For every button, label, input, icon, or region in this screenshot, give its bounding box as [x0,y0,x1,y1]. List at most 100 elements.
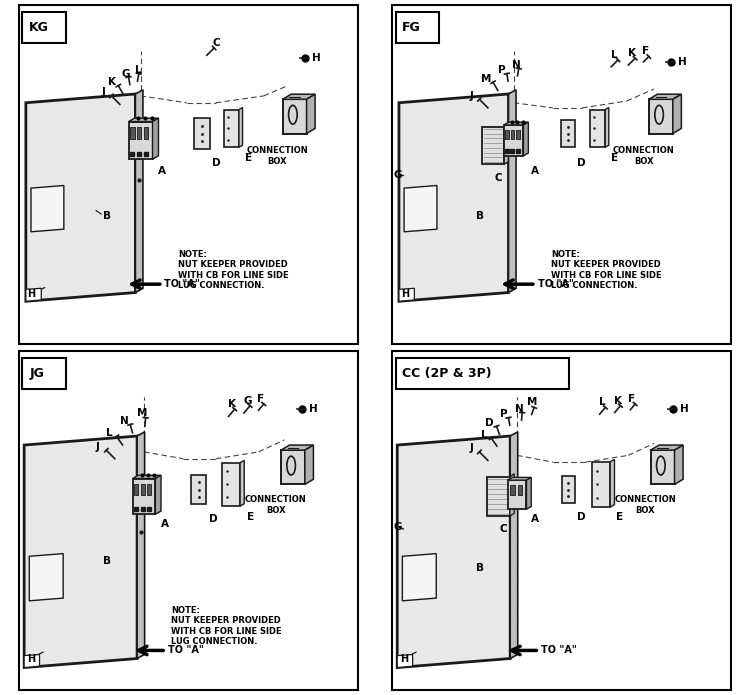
Text: CONNECTION
BOX: CONNECTION BOX [614,496,676,515]
Polygon shape [155,475,161,514]
Polygon shape [31,186,64,232]
Text: H: H [309,404,318,414]
Text: H: H [680,404,688,414]
Polygon shape [504,124,509,164]
Polygon shape [510,474,515,516]
Text: K: K [108,77,116,87]
Text: P: P [500,409,508,419]
Polygon shape [26,94,136,302]
Polygon shape [194,118,210,149]
Text: JG: JG [29,367,44,379]
Bar [395,12,439,43]
Text: NOTE:
NUT KEEPER PROVIDED
WITH CB FOR LINE SIDE
LUG CONNECTION.: NOTE: NUT KEEPER PROVIDED WITH CB FOR LI… [178,250,289,290]
Polygon shape [26,288,41,302]
Text: H: H [28,289,36,300]
Text: H: H [27,654,35,664]
Text: D: D [577,512,586,522]
Polygon shape [24,436,137,668]
Text: A: A [532,514,539,523]
Polygon shape [526,477,531,509]
Text: E: E [611,152,618,163]
Bar [22,358,65,389]
Text: B: B [476,211,484,221]
Polygon shape [130,127,134,138]
Text: N: N [512,60,520,70]
Polygon shape [518,485,522,495]
Polygon shape [281,445,314,450]
Polygon shape [283,99,307,133]
Text: K: K [228,399,236,409]
Polygon shape [649,99,673,133]
Text: M: M [481,74,491,84]
Polygon shape [649,95,681,99]
Polygon shape [482,126,504,164]
Text: TO "A": TO "A" [538,279,574,289]
Text: L: L [598,398,605,407]
Polygon shape [152,118,158,159]
Text: K: K [614,395,622,406]
Polygon shape [143,127,148,138]
Text: D: D [209,514,218,523]
Text: J: J [101,88,105,97]
Text: F: F [642,47,649,56]
Polygon shape [140,484,145,495]
Polygon shape [508,477,531,480]
Polygon shape [402,554,436,600]
Text: F: F [257,394,264,404]
Polygon shape [605,108,609,147]
Polygon shape [650,450,674,484]
Polygon shape [133,475,161,479]
Polygon shape [511,129,514,139]
Polygon shape [524,122,528,156]
Text: CONNECTION
BOX: CONNECTION BOX [613,146,674,165]
Text: D: D [484,418,494,428]
Text: NOTE:
NUT KEEPER PROVIDED
WITH CB FOR LINE SIDE
LUG CONNECTION.: NOTE: NUT KEEPER PROVIDED WITH CB FOR LI… [171,606,282,646]
Text: M: M [527,398,538,407]
Text: M: M [137,407,148,418]
Text: H: H [400,289,409,300]
Text: KG: KG [29,21,50,34]
Text: A: A [161,518,169,529]
Bar [22,12,65,43]
Text: G: G [243,395,252,406]
Text: J: J [469,443,473,453]
Polygon shape [504,125,524,156]
Polygon shape [399,288,414,302]
Text: K: K [628,48,636,58]
Text: E: E [245,152,252,163]
Polygon shape [137,432,145,659]
Text: A: A [531,166,538,177]
Text: L: L [136,65,142,75]
Polygon shape [283,95,315,99]
Polygon shape [191,475,206,504]
Text: N: N [120,416,129,426]
Polygon shape [590,110,605,147]
Text: H: H [400,654,408,664]
Text: G: G [393,170,402,179]
Polygon shape [510,485,515,495]
Text: H: H [312,54,320,63]
Text: L: L [481,430,488,440]
Polygon shape [307,95,315,133]
Text: A: A [158,166,166,177]
Polygon shape [399,94,508,302]
Text: D: D [577,158,586,167]
Polygon shape [650,445,683,450]
Text: E: E [247,512,254,522]
Text: P: P [498,65,506,75]
Text: B: B [476,563,484,573]
Polygon shape [398,436,510,668]
Text: FG: FG [402,21,421,34]
Text: TO "A": TO "A" [168,646,204,655]
Text: J: J [96,442,100,452]
Polygon shape [509,90,516,293]
Text: TO "A": TO "A" [541,646,577,655]
Text: L: L [106,428,113,438]
Text: J: J [469,91,473,101]
Polygon shape [224,110,239,147]
Polygon shape [134,484,138,495]
Text: C: C [495,173,502,183]
Text: C: C [212,38,220,48]
Polygon shape [516,129,520,139]
Polygon shape [240,460,244,506]
